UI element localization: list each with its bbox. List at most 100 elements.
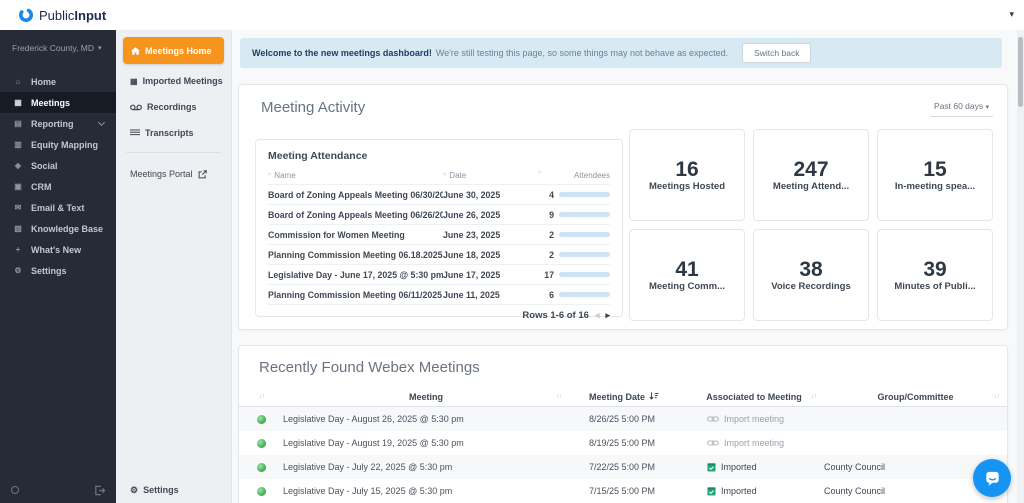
- stat-meetings-hosted[interactable]: 16 Meetings Hosted: [629, 129, 745, 221]
- sidebar-footer: [0, 477, 116, 503]
- submenu-item-settings[interactable]: ⚙ Settings: [116, 477, 231, 503]
- attendance-row[interactable]: Commission for Women Meeting June 23, 20…: [268, 224, 610, 244]
- imported-status: Imported: [684, 486, 824, 496]
- webex-header-row: ↓↑ Meeting ↓↑ Meeting Date Associated to…: [239, 387, 1007, 407]
- attendee-bar: [559, 272, 610, 277]
- pagination-next-icon[interactable]: ▸: [605, 310, 610, 321]
- webex-meeting-icon: [257, 415, 266, 424]
- attendee-bar: [559, 192, 610, 197]
- submenu-item-meetings-home[interactable]: Meetings Home: [123, 37, 224, 64]
- attendance-row[interactable]: Board of Zoning Appeals Meeting 06/30/20…: [268, 184, 610, 204]
- vertical-scrollbar[interactable]: [1017, 30, 1024, 503]
- attendance-col-attendees[interactable]: ^Attendees: [538, 171, 610, 180]
- share-icon: ◈: [13, 161, 23, 170]
- calendar-icon: ▦: [13, 98, 23, 107]
- top-bar: PublicInput ▾: [0, 0, 1024, 30]
- map-icon: ▥: [13, 140, 23, 149]
- attendance-row[interactable]: Legislative Day - June 17, 2025 @ 5:30 p…: [268, 264, 610, 284]
- logo-swoosh-icon: [18, 7, 34, 23]
- sidebar-item-email-text[interactable]: ✉ Email & Text: [0, 197, 116, 218]
- webex-row[interactable]: Legislative Day - August 26, 2025 @ 5:30…: [239, 407, 1007, 431]
- meeting-attendance-card: Meeting Attendance ^Name ^Date ^Attendee…: [255, 139, 623, 317]
- attendance-row[interactable]: Board of Zoning Appeals Meeting 06/26/20…: [268, 204, 610, 224]
- webex-meeting-name: Legislative Day - August 19, 2025 @ 5:30…: [283, 438, 569, 448]
- attendance-row[interactable]: Planning Commission Meeting 06/11/2025 J…: [268, 284, 610, 304]
- link-icon: [707, 439, 719, 447]
- stat-minutes-of-public[interactable]: 39 Minutes of Publi...: [877, 229, 993, 321]
- sort-icon: ↓↑: [994, 393, 999, 400]
- attendance-col-date[interactable]: ^Date: [443, 171, 538, 180]
- webex-meeting-date: 8/26/25 5:00 PM: [569, 414, 684, 424]
- sidebar-item-settings[interactable]: ⚙ Settings: [0, 260, 116, 281]
- home-icon: ⌂: [13, 77, 23, 86]
- sidebar-item-meetings[interactable]: ▦ Meetings: [0, 92, 116, 113]
- report-icon: ▤: [13, 119, 23, 128]
- calendar-check-icon: [707, 462, 716, 472]
- help-icon[interactable]: [11, 486, 19, 494]
- submenu-item-meetings-portal[interactable]: Meetings Portal: [116, 159, 231, 187]
- webex-row[interactable]: Legislative Day - August 19, 2025 @ 5:30…: [239, 431, 1007, 455]
- envelope-icon: ✉: [13, 203, 23, 212]
- webex-row[interactable]: Legislative Day - July 15, 2025 @ 5:30 p…: [239, 479, 1007, 503]
- webex-title: Recently Found Webex Meetings: [259, 359, 1007, 376]
- webex-col-group[interactable]: Group/Committee ↓↑: [824, 387, 1007, 406]
- webex-col-associated[interactable]: Associated to Meeting ↓↑: [684, 387, 824, 406]
- sidebar-item-equity-mapping[interactable]: ▥ Equity Mapping: [0, 134, 116, 155]
- sidebar-item-knowledge-base[interactable]: ▧ Knowledge Base: [0, 218, 116, 239]
- attendee-bar: [559, 292, 610, 297]
- sparkle-icon: +: [13, 245, 23, 254]
- sidebar-item-whats-new[interactable]: + What's New: [0, 239, 116, 260]
- sort-icon: ↓↑: [556, 393, 561, 400]
- stat-voice-recordings[interactable]: 38 Voice Recordings: [753, 229, 869, 321]
- submenu-divider: [126, 152, 221, 153]
- org-selector[interactable]: Frederick County, MD ▾: [0, 30, 116, 63]
- home-icon: [131, 47, 140, 55]
- webex-col-meeting[interactable]: Meeting ↓↑: [283, 387, 569, 406]
- org-label: Frederick County, MD: [12, 43, 94, 53]
- calendar-check-icon: [707, 486, 716, 496]
- date-range-dropdown[interactable]: Past 60 days ▾: [930, 97, 993, 117]
- sidebar-item-crm[interactable]: ▣ CRM: [0, 176, 116, 197]
- sidebar-item-reporting[interactable]: ▤ Reporting: [0, 113, 116, 134]
- primary-nav: ⌂ Home ▦ Meetings ▤ Reporting ▥ Equity M…: [0, 71, 116, 281]
- stat-meeting-attendees[interactable]: 247 Meeting Attend...: [753, 129, 869, 221]
- contacts-icon: ▣: [13, 182, 23, 191]
- attendance-pagination: Rows 1-6 of 16 ◂ ▸: [268, 304, 610, 325]
- sidebar-item-social[interactable]: ◈ Social: [0, 155, 116, 176]
- webex-meeting-name: Legislative Day - August 26, 2025 @ 5:30…: [283, 414, 569, 424]
- webex-row[interactable]: Legislative Day - July 22, 2025 @ 5:30 p…: [239, 455, 1007, 479]
- submenu-item-transcripts[interactable]: Transcripts: [116, 120, 231, 146]
- webex-meeting-icon: [257, 463, 266, 472]
- calendar-icon: ▦: [130, 77, 138, 86]
- webex-col-meeting-date[interactable]: Meeting Date: [569, 387, 684, 406]
- webex-col-icon[interactable]: ↓↑: [239, 387, 283, 406]
- import-meeting-link[interactable]: Import meeting: [684, 414, 824, 424]
- attendee-bar: [559, 212, 610, 217]
- attendance-row[interactable]: Planning Commission Meeting 06.18.2025 J…: [268, 244, 610, 264]
- attendance-header-row: ^Name ^Date ^Attendees: [268, 171, 610, 184]
- webex-meeting-name: Legislative Day - July 15, 2025 @ 5:30 p…: [283, 486, 569, 496]
- webex-meeting-date: 7/15/25 5:00 PM: [569, 486, 684, 496]
- external-link-icon: [198, 170, 207, 179]
- book-icon: ▧: [13, 224, 23, 233]
- submenu-item-imported-meetings[interactable]: ▦ Imported Meetings: [116, 68, 231, 94]
- topbar-menu-caret-icon[interactable]: ▾: [1009, 9, 1014, 20]
- webex-meeting-icon: [257, 439, 266, 448]
- sort-icon: ↓↑: [811, 393, 816, 400]
- switch-back-button[interactable]: Switch back: [742, 43, 811, 63]
- import-meeting-link[interactable]: Import meeting: [684, 438, 824, 448]
- pagination-prev-icon[interactable]: ◂: [595, 310, 600, 321]
- transcript-icon: [130, 129, 140, 137]
- scrollbar-thumb[interactable]: [1018, 37, 1023, 107]
- sidebar-item-home[interactable]: ⌂ Home: [0, 71, 116, 92]
- chevron-down-icon: [98, 119, 105, 126]
- publicinput-logo[interactable]: PublicInput: [18, 7, 106, 23]
- stat-in-meeting-speakers[interactable]: 15 In-meeting spea...: [877, 129, 993, 221]
- attendance-col-name[interactable]: ^Name: [268, 171, 443, 180]
- chat-widget-button[interactable]: [973, 459, 1011, 497]
- logout-icon[interactable]: [94, 485, 105, 496]
- submenu-item-recordings[interactable]: Recordings: [116, 94, 231, 120]
- voicemail-icon: [130, 104, 142, 111]
- webex-meetings-card: Recently Found Webex Meetings ↓↑ Meeting…: [238, 345, 1008, 503]
- stat-meeting-comments[interactable]: 41 Meeting Comm...: [629, 229, 745, 321]
